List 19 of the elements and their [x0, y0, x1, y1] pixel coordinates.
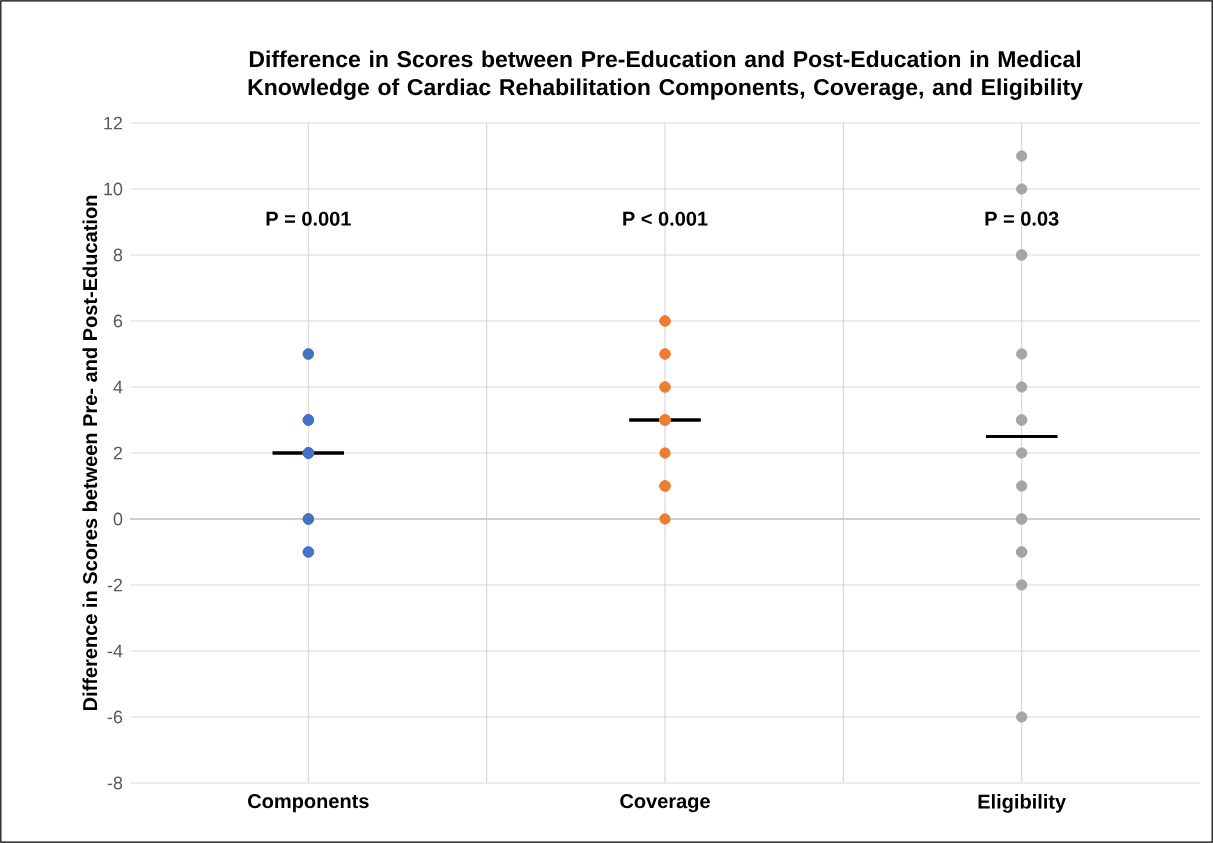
y-tick-label: 4 [113, 380, 123, 394]
x-tick-label: Coverage [620, 794, 710, 813]
y-tick-label: 0 [113, 512, 123, 526]
annotation: P < 0.001 [623, 211, 708, 226]
y-tick-label: -4 [107, 644, 123, 658]
x-tick-label: Eligibility [978, 794, 1067, 813]
y-tick-label: 8 [113, 248, 123, 262]
y-tick-label: 6 [113, 314, 123, 328]
y-tick-label: -6 [107, 710, 123, 724]
y-tick-label: 10 [104, 182, 123, 196]
y-tick-label: 12 [104, 116, 123, 130]
chart-title: Difference in Scores between Pre-Education and Post-Education in Medical Knowledge of Cardiac Rehabilitation Components, Coverage, and Eligibility [248, 50, 1083, 100]
y-tick-label: -2 [107, 578, 123, 592]
y-tick-label: -8 [107, 776, 123, 790]
y-tick-label: 2 [113, 446, 123, 460]
y-axis-title: Difference in Scores between Pre- and Post-Education [82, 195, 98, 711]
annotation: P = 0.03 [985, 211, 1059, 226]
x-tick-label: Components [248, 794, 369, 813]
annotation: P = 0.001 [266, 211, 351, 226]
